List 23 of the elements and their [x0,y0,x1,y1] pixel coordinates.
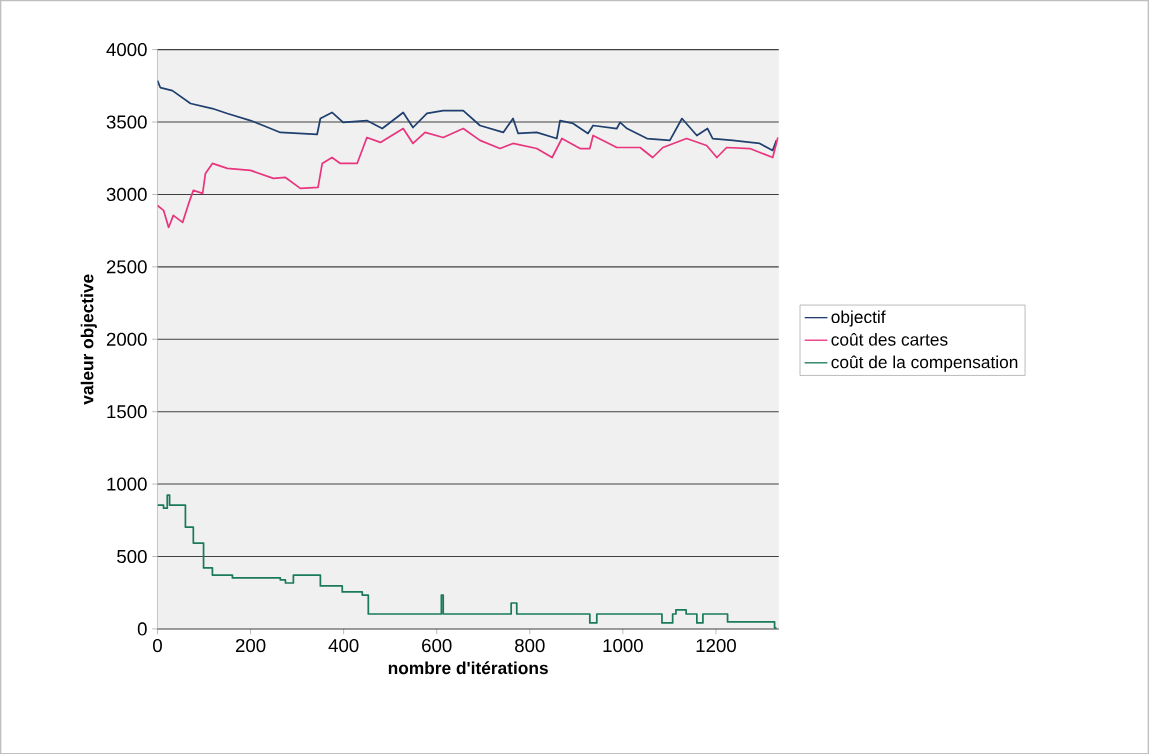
legend-label: coût des cartes [831,332,948,346]
y-tick-label: 3000 [106,187,147,201]
y-tick-label: 2500 [106,260,147,274]
x-tick-label: 0 [153,638,162,652]
legend-label: objectif [831,310,886,327]
x-axis-title: nombre d'itérations [388,661,548,674]
y-tick-label: 1500 [107,404,147,419]
x-tick-label: 1000 [603,638,643,652]
y-axis-title: valeur objective [80,274,97,405]
legend-label: coût de la compensation [831,355,1018,372]
y-tick-label: 4000 [106,42,147,56]
x-tick-label: 800 [515,638,545,652]
y-tick-label: 3500 [106,115,147,129]
y-tick-label: 500 [117,549,147,563]
x-tick-label: 1200 [696,638,736,652]
x-tick-label: 400 [328,638,359,652]
line-series [157,79,778,152]
y-tick-label: 2000 [106,332,147,346]
y-tick-label: 0 [137,622,147,636]
x-tick-label: 200 [235,638,266,652]
x-tick-label: 600 [422,638,452,652]
y-tick-label: 1000 [107,477,147,491]
line-series [157,127,779,229]
